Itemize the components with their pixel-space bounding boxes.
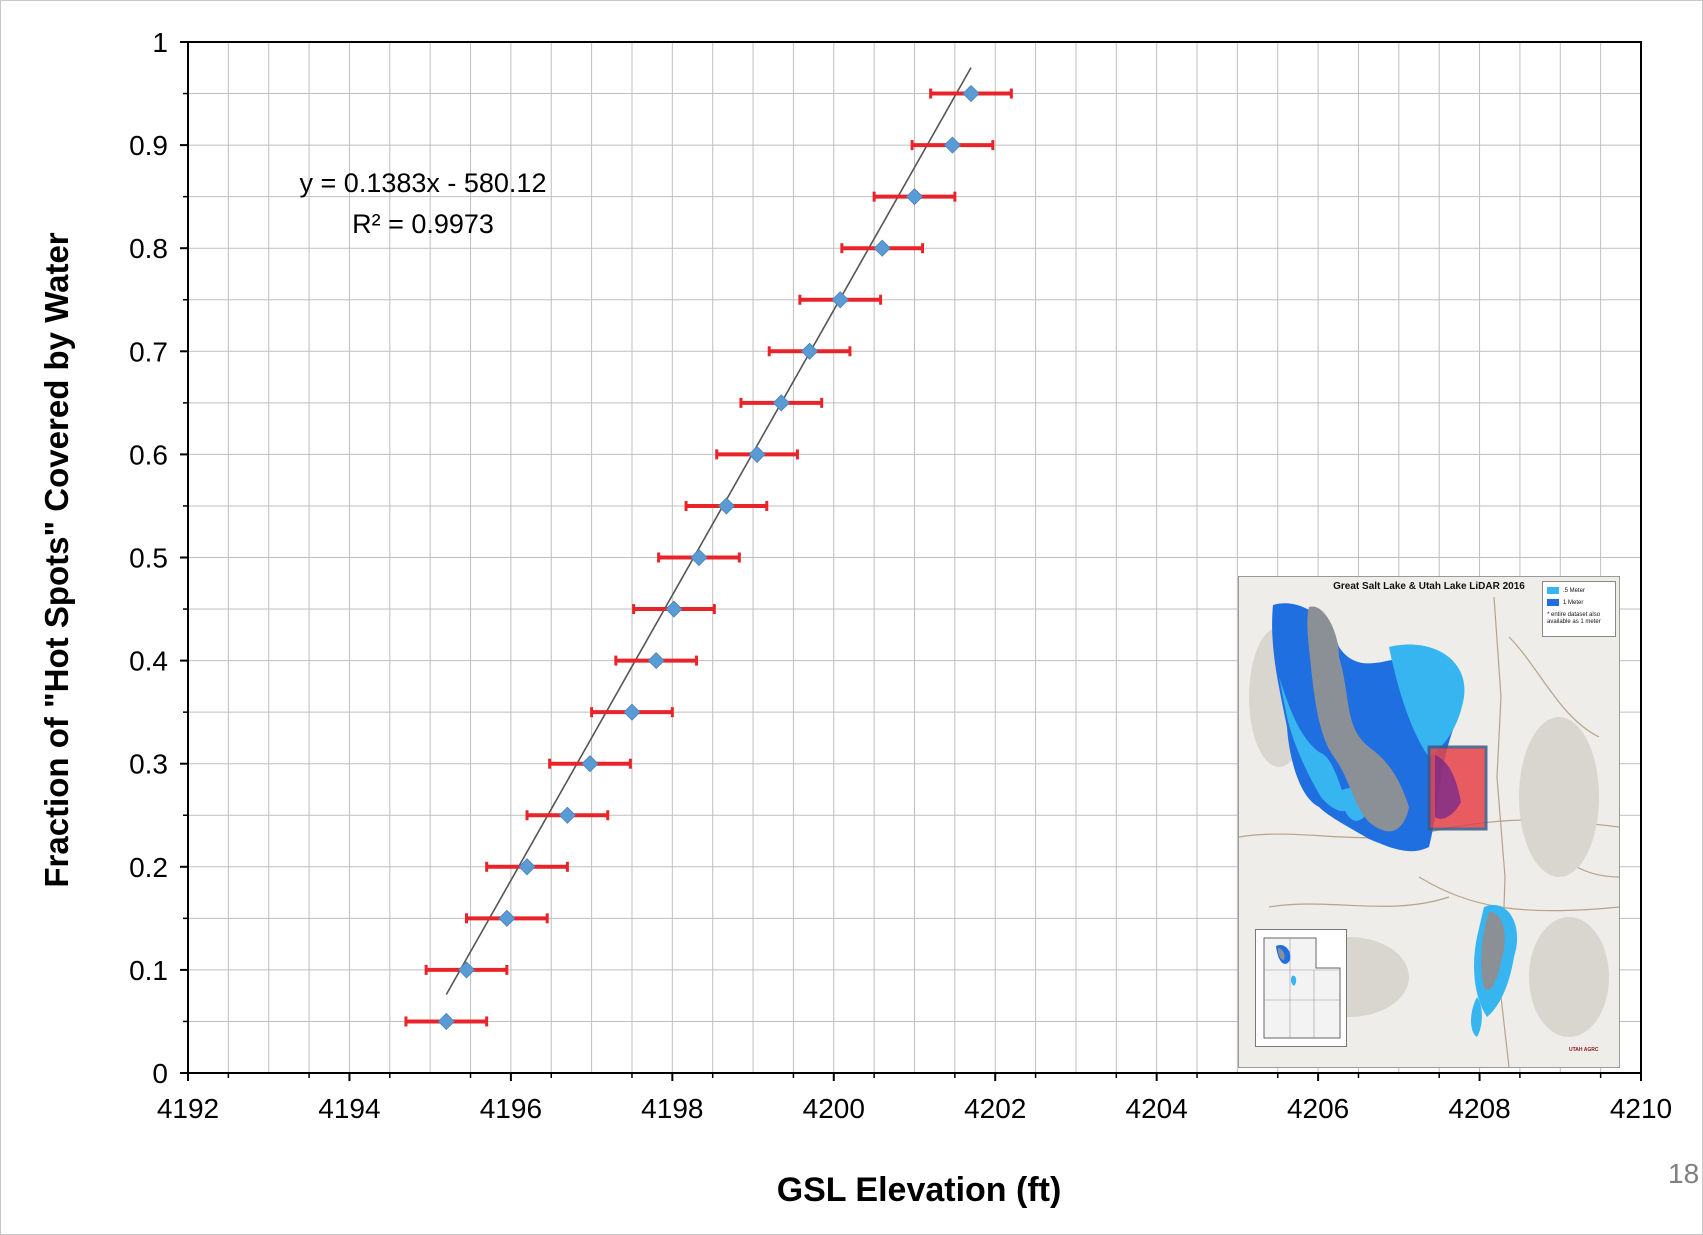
trendline-line <box>445 67 972 995</box>
y-tick-label: 0.2 <box>129 852 168 883</box>
map-legend: .5 Meter 1 Meter * entire dataset also a… <box>1542 581 1616 637</box>
y-tick-label: 0.8 <box>129 233 168 264</box>
y-tick-label: 0.5 <box>129 543 168 574</box>
legend-item: 1 Meter <box>1547 599 1583 606</box>
y-axis-title: Fraction of "Hot Spots" Covered by Water <box>38 232 75 887</box>
locator-graphic <box>1263 937 1341 1039</box>
x-tick-label: 4210 <box>1610 1093 1672 1124</box>
data-point <box>457 961 476 979</box>
x-tick-label: 4200 <box>803 1093 865 1124</box>
data-point <box>873 239 891 257</box>
axis-ticks <box>180 41 1642 1081</box>
x-tick-label: 4208 <box>1448 1093 1510 1124</box>
x-tick-label: 4196 <box>480 1093 542 1124</box>
data-point <box>962 84 980 103</box>
data-point <box>690 548 708 567</box>
data-point <box>772 394 790 412</box>
data-point <box>623 703 641 721</box>
tick-labels: 4192 4194 4196 4198 4200 4202 4204 4206 4208 4210… <box>129 27 1672 1124</box>
trendline-r-squared: R² = 0.9973 <box>352 209 494 239</box>
data-point <box>800 342 819 360</box>
legend-label: .5 Meter <box>1563 587 1586 594</box>
map-title: Great Salt Lake & Utah Lake LiDAR 2016 <box>1333 581 1525 592</box>
data-point <box>665 600 683 618</box>
data-point <box>905 188 924 206</box>
data-point <box>581 755 599 773</box>
data-point <box>748 445 766 463</box>
x-axis-title: GSL Elevation (ft) <box>777 1171 1062 1209</box>
x-tick-label: 4206 <box>1287 1093 1349 1124</box>
lidar-coverage-map: Great Salt Lake & Utah Lake LiDAR 2016 .… <box>1238 576 1620 1068</box>
y-tick-label: 0.4 <box>129 646 168 677</box>
data-point <box>437 1012 455 1031</box>
y-tick-label: 0.6 <box>129 439 168 470</box>
map-graphic <box>1239 577 1619 1067</box>
data-point <box>717 497 735 515</box>
x-tick-label: 4202 <box>964 1093 1026 1124</box>
legend-swatch <box>1547 599 1559 606</box>
legend-note: * entire dataset also available as 1 met… <box>1547 612 1601 625</box>
data-point <box>558 806 576 824</box>
data-point <box>943 136 962 154</box>
x-tick-label: 4204 <box>1126 1093 1188 1124</box>
y-tick-label: 0 <box>152 1058 168 1089</box>
locator-map <box>1255 929 1347 1047</box>
y-tick-label: 0.9 <box>129 130 168 161</box>
data-points <box>437 84 980 1031</box>
x-tick-label: 4198 <box>641 1093 703 1124</box>
trendline <box>445 67 972 995</box>
agrc-logo: UTAH AGRC <box>1569 1047 1599 1053</box>
data-point <box>518 858 536 876</box>
y-tick-label: 1 <box>152 27 168 58</box>
legend-item: .5 Meter <box>1547 587 1585 594</box>
trendline-equation: y = 0.1383x - 580.12 <box>300 168 547 198</box>
x-tick-label: 4192 <box>157 1093 219 1124</box>
y-tick-label: 0.7 <box>129 336 168 367</box>
y-tick-label: 0.3 <box>129 749 168 780</box>
data-point <box>498 909 516 927</box>
legend-swatch <box>1547 587 1559 594</box>
legend-label: 1 Meter <box>1563 599 1584 606</box>
page-number: 18 <box>1668 1158 1700 1189</box>
data-point <box>647 652 665 670</box>
y-tick-label: 0.1 <box>129 955 168 986</box>
x-tick-label: 4194 <box>318 1093 380 1124</box>
data-point <box>831 291 849 309</box>
